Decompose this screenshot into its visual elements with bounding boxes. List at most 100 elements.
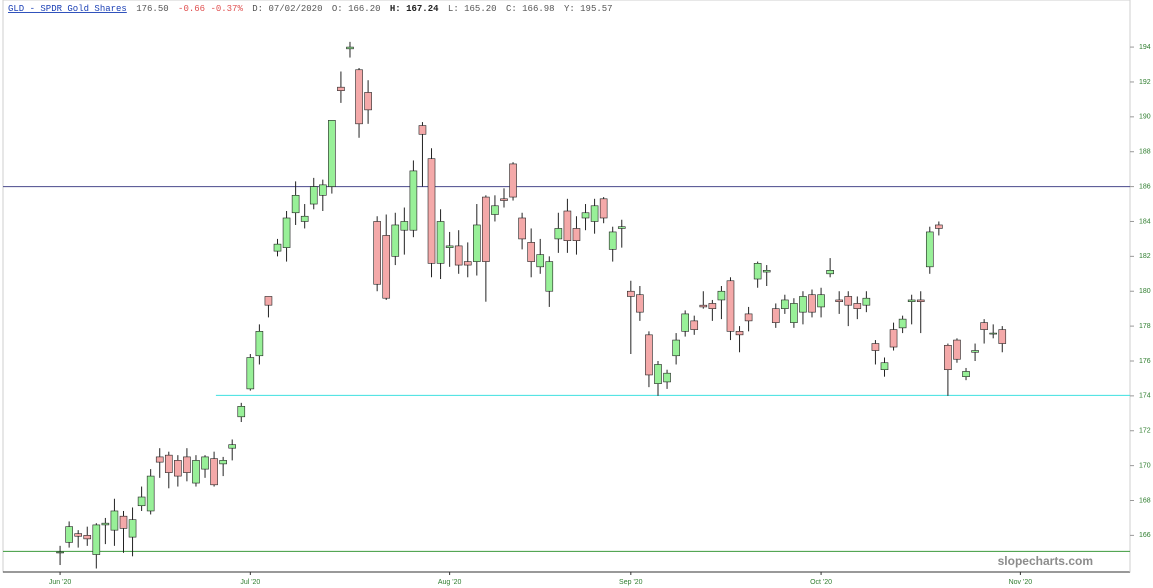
x-tick-label: Sep '20 [619, 579, 643, 586]
candle-body [608, 231, 617, 250]
candle-body [373, 221, 381, 285]
symbol-link[interactable]: GLD - SPDR Gold Shares [8, 4, 127, 14]
candle-body [753, 263, 762, 280]
candle-body [681, 313, 689, 332]
candle-body [119, 515, 128, 529]
x-tick-label: Nov '20 [1009, 579, 1033, 586]
candle-body [246, 357, 255, 390]
candle-body [545, 261, 554, 292]
candle-body [155, 456, 164, 463]
candle-body [201, 456, 209, 470]
candle-body [83, 535, 92, 540]
y-tick-label: 168 [1139, 497, 1151, 504]
candle-body [980, 322, 988, 330]
candle-body [799, 296, 807, 313]
candle-body [599, 198, 608, 219]
y-tick-label: 186 [1139, 183, 1151, 190]
candle-body [998, 329, 1007, 344]
candle-body [219, 460, 227, 465]
candle-body [989, 332, 998, 335]
x-tick-label: Jul '20 [240, 579, 260, 586]
candle-body [273, 243, 282, 252]
candle-body [790, 303, 798, 323]
candle-body [445, 245, 454, 248]
candle-body [735, 331, 744, 336]
candle-body [817, 294, 825, 308]
candle-body [862, 297, 871, 306]
candle-body [590, 205, 599, 222]
open: O: 166.20 [332, 4, 381, 14]
candle-body [808, 294, 816, 313]
y-tick-label: 178 [1139, 323, 1151, 330]
y-tick-label: 180 [1139, 288, 1151, 295]
candle-body [925, 231, 934, 268]
candle-body [744, 313, 753, 322]
candle-body [482, 196, 490, 262]
candle-body [781, 299, 789, 309]
candle-body [663, 372, 671, 383]
candle-body [128, 519, 137, 538]
candle-body [291, 195, 300, 214]
candle-body [328, 120, 336, 187]
candle-body [309, 186, 318, 205]
y-tick-label: 172 [1139, 428, 1151, 435]
candle-body [364, 92, 372, 111]
candle-body [563, 210, 572, 241]
close: C: 166.98 [506, 4, 555, 14]
y-tick-label: 170 [1139, 462, 1151, 469]
candle-body [427, 158, 436, 264]
y-tick-label: 176 [1139, 358, 1151, 365]
candle-body [762, 270, 771, 273]
candle-body [935, 224, 943, 229]
candle-body [237, 406, 246, 418]
candle-body [853, 303, 862, 309]
candle-body [953, 339, 961, 360]
candle-body [255, 331, 264, 357]
candle-body [536, 254, 545, 268]
candle-body [717, 290, 726, 301]
candle-body [192, 460, 200, 484]
y-tick-label: 166 [1139, 532, 1151, 539]
candle-body [672, 339, 680, 357]
candle-body [463, 261, 472, 266]
candle-body [509, 163, 517, 198]
candle-body [174, 460, 182, 477]
candle-body [300, 215, 309, 222]
candle-body [101, 522, 110, 526]
candle-body [210, 458, 218, 486]
low: L: 165.20 [448, 4, 497, 14]
candle-body [491, 205, 499, 215]
candle-body [572, 228, 581, 241]
candle-body [92, 524, 101, 555]
candle-body [65, 526, 73, 543]
high: H: 167.24 [390, 4, 439, 14]
candle-body [944, 344, 952, 371]
y-tick-label: 194 [1139, 44, 1151, 51]
candle-body [500, 198, 508, 201]
candle-body [880, 362, 889, 371]
x-tick-label: Jun '20 [49, 579, 71, 586]
candle-body [382, 235, 391, 299]
candle-body [645, 334, 653, 376]
candle-body [391, 224, 400, 257]
candle-body [337, 86, 345, 91]
x-tick-label: Aug '20 [438, 579, 462, 586]
candle-body [699, 304, 708, 308]
candle-body [581, 212, 590, 219]
candle-body [962, 371, 970, 377]
header: GLD - SPDR Gold Shares 176.50 -0.66 -0.3… [8, 4, 613, 14]
y-tick-label: 182 [1139, 253, 1151, 260]
plot-frame [2, 0, 1131, 573]
candle-body [971, 350, 979, 353]
yield: Y: 195.57 [564, 4, 613, 14]
candle-body [164, 454, 173, 473]
candle-body [146, 475, 155, 512]
candle-body [409, 170, 418, 231]
last-price: 176.50 [136, 4, 168, 14]
candle-body [690, 320, 699, 330]
candle-body [264, 296, 273, 306]
candle-body [346, 46, 354, 50]
candle-body [527, 242, 535, 262]
